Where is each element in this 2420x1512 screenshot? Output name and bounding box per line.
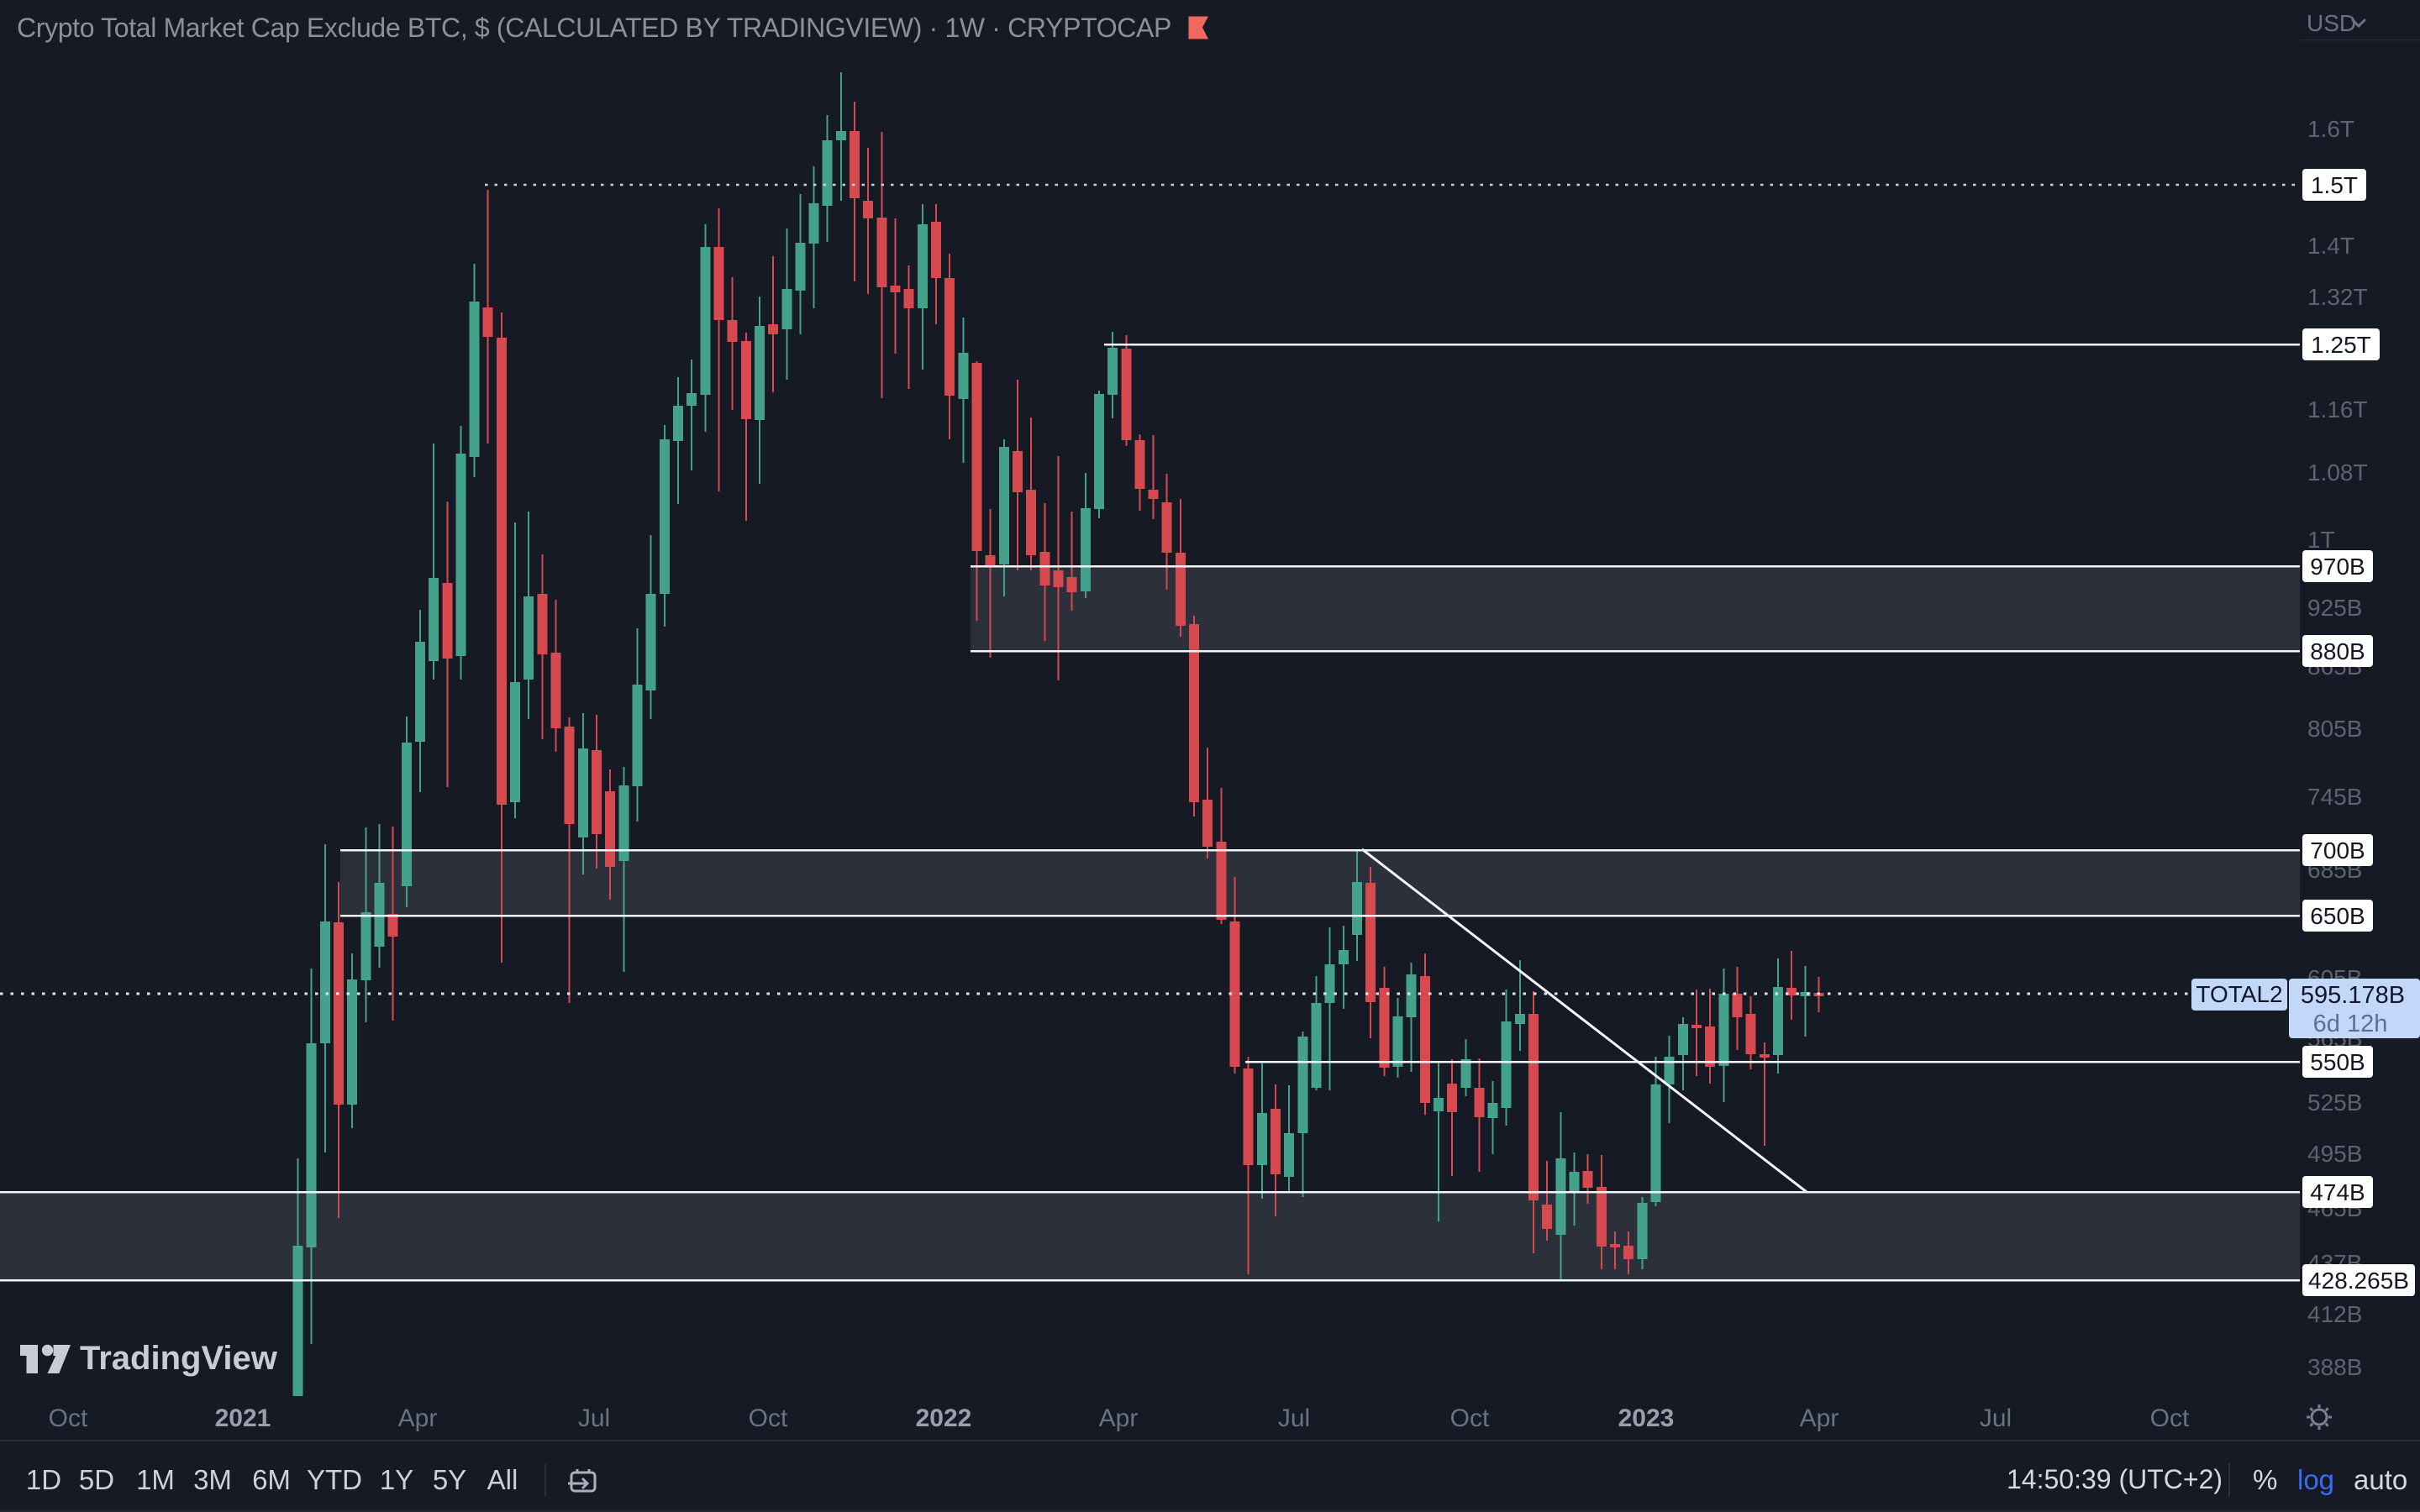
svg-text:Oct: Oct [749,1404,788,1432]
svg-text:2023: 2023 [1618,1404,1675,1432]
svg-text:Jul: Jul [1980,1404,2012,1432]
svg-text:auto: auto [2354,1464,2407,1495]
svg-text:2021: 2021 [215,1404,271,1432]
svg-text:1.25T: 1.25T [2311,332,2371,358]
svg-text:6d 12h: 6d 12h [2313,1011,2388,1037]
svg-text:1T: 1T [2307,527,2335,553]
svg-text:Jul: Jul [1278,1404,1310,1432]
svg-text:All: All [487,1464,518,1495]
svg-text:log: log [2297,1464,2334,1495]
svg-text:Apr: Apr [1099,1404,1139,1432]
svg-text:1.6T: 1.6T [2307,116,2354,142]
svg-text:474B: 474B [2310,1179,2365,1205]
svg-text:1.4T: 1.4T [2307,233,2354,259]
svg-text:TOTAL2: TOTAL2 [2196,981,2282,1007]
svg-text:Oct: Oct [2150,1404,2190,1432]
svg-text:TradingView: TradingView [80,1340,278,1377]
svg-text:1.32T: 1.32T [2307,284,2368,310]
svg-text:Oct: Oct [49,1404,88,1432]
svg-text:925B: 925B [2307,595,2362,621]
svg-text:Jul: Jul [578,1404,610,1432]
svg-text:805B: 805B [2307,716,2362,742]
svg-text:1M: 1M [136,1464,175,1495]
svg-text:YTD: YTD [307,1464,362,1495]
svg-text:5Y: 5Y [433,1464,466,1495]
svg-text:970B: 970B [2310,554,2365,580]
svg-text:428.265B: 428.265B [2308,1268,2409,1294]
svg-text:6M: 6M [252,1464,291,1495]
svg-text:1Y: 1Y [380,1464,413,1495]
svg-text:412B: 412B [2307,1301,2362,1327]
svg-text:USD: USD [2307,10,2356,36]
svg-text:Apr: Apr [398,1404,438,1432]
svg-text:745B: 745B [2307,784,2362,810]
svg-text:1.08T: 1.08T [2307,459,2368,486]
svg-text:525B: 525B [2307,1089,2362,1116]
svg-text:%: % [2253,1464,2277,1495]
svg-text:2022: 2022 [916,1404,972,1432]
svg-text:14:50:39 (UTC+2): 14:50:39 (UTC+2) [2007,1464,2223,1494]
svg-text:595.178B: 595.178B [2301,982,2405,1009]
svg-text:3M: 3M [193,1464,232,1495]
svg-text:1.16T: 1.16T [2307,396,2368,423]
svg-text:Oct: Oct [1450,1404,1490,1432]
svg-text:Apr: Apr [1800,1404,1839,1432]
svg-text:1.5T: 1.5T [2311,172,2358,198]
svg-text:Crypto Total Market Cap Exclud: Crypto Total Market Cap Exclude BTC, $ (… [17,13,1171,43]
svg-text:1D: 1D [26,1464,61,1495]
svg-text:5D: 5D [79,1464,114,1495]
svg-text:700B: 700B [2310,837,2365,864]
svg-text:550B: 550B [2310,1049,2365,1075]
svg-text:495B: 495B [2307,1141,2362,1167]
svg-text:880B: 880B [2310,638,2365,664]
svg-text:650B: 650B [2310,903,2365,929]
svg-text:388B: 388B [2307,1354,2362,1380]
